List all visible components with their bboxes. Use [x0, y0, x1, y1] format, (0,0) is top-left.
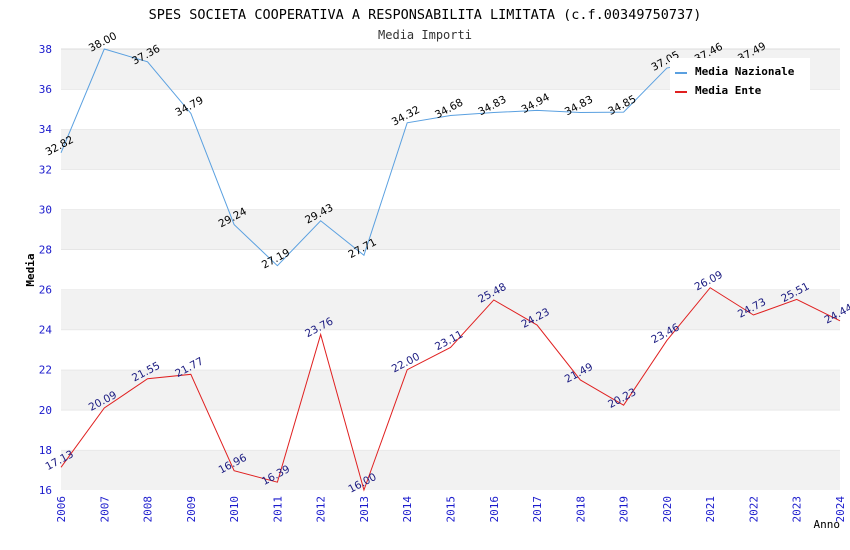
chart-title: SPES SOCIETA COOPERATIVA A RESPONSABILIT…: [149, 7, 702, 23]
grid-band: [61, 369, 840, 410]
grid-band: [61, 249, 840, 290]
x-tick-label: 2023: [791, 496, 804, 523]
x-tick-label: 2008: [142, 496, 155, 523]
y-tick-label: 34: [39, 123, 53, 136]
x-tick-label: 2016: [488, 496, 501, 523]
x-tick-label: 2018: [574, 496, 587, 523]
x-axis-label: Anno: [814, 518, 841, 531]
y-tick-label: 30: [39, 203, 52, 216]
grid-band: [61, 209, 840, 250]
grid-band: [61, 169, 840, 210]
grid-band: [61, 409, 840, 450]
x-tick-label: 2014: [401, 496, 414, 523]
legend-label-0: Media Nazionale: [695, 65, 795, 78]
x-tick-label: 2012: [315, 496, 328, 523]
y-tick-label: 18: [39, 444, 52, 457]
y-tick-label: 38: [39, 43, 52, 56]
x-tick-label: 2006: [55, 496, 68, 523]
x-tick-label: 2022: [747, 496, 760, 523]
legend-box: [670, 58, 810, 100]
series-line-1: [60, 287, 841, 492]
x-tick-label: 2013: [358, 496, 371, 523]
grid-band: [61, 129, 840, 170]
y-axis-ticks: 16 18 20 22 24 26 28 30 32 34 36 38: [39, 43, 53, 497]
x-tick-label: 2007: [98, 496, 111, 523]
x-tick-label: 2021: [704, 496, 717, 523]
y-tick-label: 22: [39, 364, 52, 377]
grid-band: [61, 329, 840, 370]
x-axis-ticks: 2006 2007 2008 2009 2010 2011 2012 2013 2014 2015…: [55, 496, 847, 523]
series-lines: [60, 48, 841, 492]
x-tick-label: 2009: [185, 496, 198, 523]
series-line-0: [60, 48, 754, 267]
grid-band: [61, 449, 840, 490]
legend-label-1: Media Ente: [695, 84, 762, 97]
x-tick-label: 2015: [445, 496, 458, 523]
grid-bands: [61, 48, 840, 490]
x-tick-label: 2020: [661, 496, 674, 523]
y-tick-label: 32: [39, 163, 52, 176]
y-tick-label: 20: [39, 404, 52, 417]
x-tick-label: 2010: [228, 496, 241, 523]
y-tick-label: 24: [39, 324, 53, 337]
x-tick-label: 2017: [531, 496, 544, 523]
chart-subtitle: Media Importi: [378, 28, 472, 42]
legend: Media Nazionale Media Ente: [670, 58, 810, 100]
y-tick-label: 16: [39, 484, 52, 497]
y-tick-label: 26: [39, 284, 52, 297]
x-tick-label: 2024: [834, 496, 847, 523]
y-tick-label: 28: [39, 243, 52, 256]
y-tick-label: 36: [39, 83, 52, 96]
y-axis-label: Media: [24, 253, 37, 286]
x-tick-label: 2011: [271, 496, 284, 523]
grid-band: [61, 289, 840, 330]
x-tick-label: 2019: [618, 496, 631, 523]
